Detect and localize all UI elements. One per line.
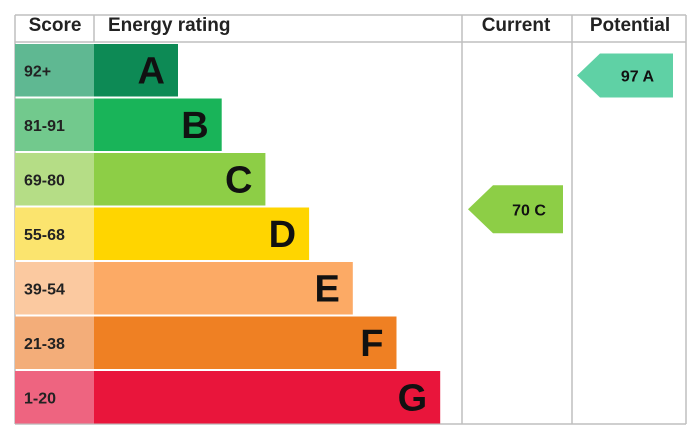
score-cell-c (15, 153, 94, 206)
band-bar-g (94, 371, 441, 424)
band-bar-e (94, 262, 353, 315)
potential-rating-label: 97 A (621, 68, 655, 85)
score-header: Score (29, 15, 82, 36)
band-bar-f (94, 316, 397, 369)
score-range-g: 1-20 (24, 390, 56, 407)
score-cell-b (15, 98, 94, 151)
band-bar-d (94, 207, 310, 260)
band-letter-e: E (314, 268, 339, 310)
score-range-b: 81-91 (24, 118, 65, 135)
score-cell-d (15, 207, 94, 260)
band-letter-c: C (225, 159, 252, 201)
band-letter-f: F (360, 323, 383, 365)
score-cell-a (15, 44, 94, 97)
score-range-c: 69-80 (24, 172, 65, 189)
rating-pointers: 70 C 97 A (468, 53, 673, 234)
potential-rating-arrow (577, 53, 673, 98)
band-letter-d: D (269, 214, 296, 256)
current-rating-arrow (468, 185, 563, 234)
score-range-f: 21-38 (24, 336, 65, 353)
score-range-d: 55-68 (24, 227, 65, 244)
current-rating-label: 70 C (512, 202, 546, 219)
band-bar-b (94, 98, 222, 151)
rating-bands: 92+ A 81-91 B 69-80 C 55-68 D 39-54 E 21-38 F 1-20 G (15, 44, 441, 424)
score-cell-g (15, 371, 94, 424)
band-letter-a: A (138, 50, 165, 92)
current-header: Current (482, 15, 551, 36)
band-bar-c (94, 153, 266, 206)
band-letter-g: G (398, 377, 428, 419)
score-cell-e (15, 262, 94, 315)
band-letter-b: B (181, 105, 208, 147)
energy-rating-header: Energy rating (108, 15, 230, 36)
score-range-e: 39-54 (24, 281, 65, 298)
score-range-a: 92+ (24, 63, 51, 80)
band-bar-a (94, 44, 178, 97)
potential-header: Potential (590, 15, 670, 36)
score-cell-f (15, 316, 94, 369)
